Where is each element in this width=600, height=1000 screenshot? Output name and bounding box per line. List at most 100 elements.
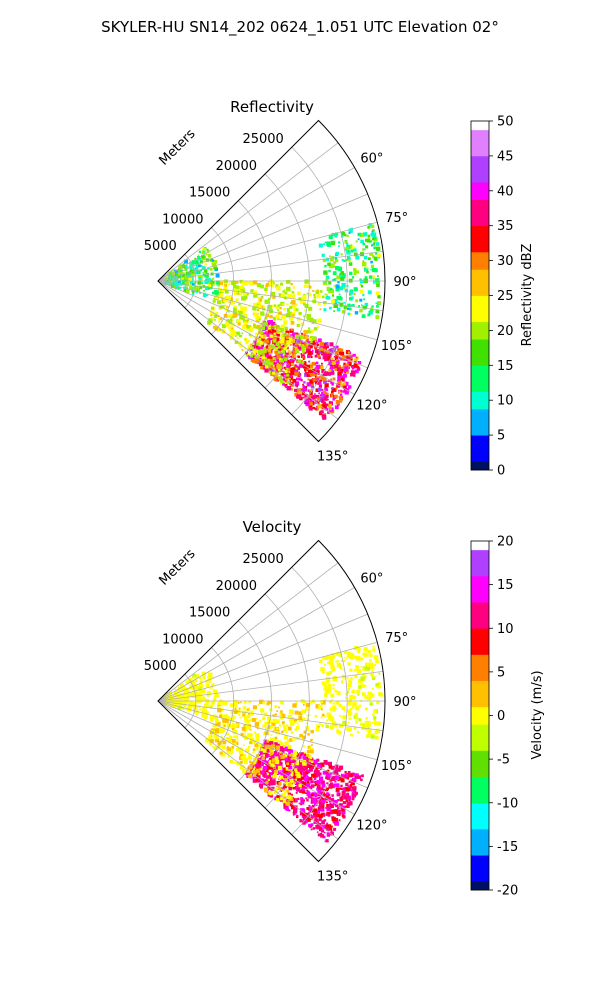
colorbar-segment — [471, 776, 489, 786]
echo-pixel — [324, 693, 328, 697]
echo-pixel — [278, 740, 282, 744]
colorbar-segment — [471, 767, 489, 777]
echo-pixel — [224, 283, 228, 287]
echo-pixel — [267, 330, 272, 334]
colorbar-tick-label: 10 — [497, 622, 514, 637]
echo-pixel — [260, 366, 264, 370]
colorbar-segment — [471, 549, 489, 559]
echo-pixel — [302, 396, 305, 399]
echo-pixel — [203, 703, 209, 708]
echo-pixel — [246, 708, 249, 711]
echo-pixel — [255, 345, 258, 348]
echo-pixel — [200, 281, 204, 285]
echo-pixel — [299, 347, 302, 350]
echo-pixel — [367, 732, 371, 735]
echo-pixel — [206, 694, 210, 697]
echo-pixel — [339, 803, 343, 807]
echo-pixel — [292, 286, 295, 289]
echo-pixel — [314, 817, 318, 821]
echo-pixel — [337, 814, 339, 816]
echo-pixel — [251, 342, 255, 345]
echo-pixel — [303, 717, 306, 720]
echo-pixel — [319, 394, 322, 397]
colorbar-tick-label: 15 — [497, 578, 514, 593]
echo-pixel — [362, 673, 365, 676]
echo-pixel — [309, 335, 312, 339]
echo-pixel — [328, 807, 330, 810]
echo-pixel — [308, 285, 312, 289]
echo-pixel — [296, 773, 301, 779]
echo-pixel — [207, 676, 212, 681]
radial-tick-label: 10000 — [162, 213, 203, 228]
echo-pixel — [311, 349, 314, 352]
echo-pixel — [237, 322, 241, 326]
echo-pixel — [268, 370, 272, 374]
echo-pixel — [220, 752, 226, 757]
echo-pixel — [285, 731, 288, 734]
echo-pixel — [355, 720, 358, 723]
echo-pixel — [358, 718, 362, 722]
echo-pixel — [295, 384, 299, 388]
echo-pixel — [367, 650, 371, 654]
echo-pixel — [306, 780, 310, 784]
echo-pixel — [340, 303, 343, 305]
echo-pixel — [327, 796, 331, 800]
echo-pixel — [270, 356, 274, 360]
echo-pixel — [333, 278, 337, 281]
echo-pixel — [250, 335, 253, 338]
echo-pixel — [324, 301, 327, 304]
echo-pixel — [199, 285, 203, 289]
echo-pixel — [330, 348, 335, 353]
echo-pixel — [256, 308, 260, 312]
echo-pixel — [242, 324, 247, 329]
echo-pixel — [290, 328, 293, 331]
echo-pixel — [258, 776, 261, 780]
echo-pixel — [340, 788, 343, 791]
echo-pixel — [365, 266, 369, 270]
echo-pixel — [325, 407, 329, 411]
sector-frame — [157, 119, 386, 443]
echo-pixel — [308, 754, 312, 759]
echo-pixel — [322, 355, 327, 360]
azimuth-gridline — [157, 700, 384, 732]
echo-pixel — [350, 733, 353, 737]
echo-pixel — [337, 378, 341, 382]
colorbar-segment — [471, 164, 489, 174]
echo-pixel — [366, 734, 370, 738]
echo-pixel — [323, 684, 328, 688]
echo-pixel — [326, 356, 332, 361]
echo-pixel — [294, 787, 297, 790]
echo-pixel — [290, 375, 293, 377]
echo-pixel — [271, 744, 276, 749]
echo-pixel — [348, 798, 351, 801]
echo-pixel — [334, 356, 338, 360]
echo-pixel — [294, 388, 298, 392]
echo-pixel — [169, 703, 174, 708]
echo-pixel — [236, 337, 239, 340]
echo-pixel — [213, 298, 215, 300]
echo-pixel — [286, 303, 289, 306]
echo-pixel — [249, 343, 252, 346]
echo-pixel — [232, 740, 237, 746]
echo-pixel — [296, 342, 299, 346]
echo-pixel — [302, 295, 307, 300]
echo-pixel — [313, 759, 318, 764]
echo-pixel — [215, 725, 218, 727]
echo-pixel — [343, 709, 346, 712]
colorbar-tick-label: -15 — [497, 840, 518, 855]
echo-pixel — [280, 293, 285, 298]
echo-pixel — [192, 283, 195, 286]
echo-pixel — [237, 310, 240, 313]
echo-pixel — [258, 761, 262, 765]
echo-pixel — [288, 787, 291, 791]
echo-pixel — [334, 764, 339, 769]
echo-pixel — [329, 400, 331, 403]
echo-pixel — [356, 367, 361, 371]
echo-pixel — [211, 259, 215, 262]
echo-pixel — [253, 356, 256, 359]
echo-pixel — [334, 350, 339, 355]
echo-pixel — [186, 287, 188, 290]
colorbar-segment — [471, 330, 489, 340]
echo-pixel — [347, 303, 351, 307]
echo-pixel — [311, 804, 315, 808]
